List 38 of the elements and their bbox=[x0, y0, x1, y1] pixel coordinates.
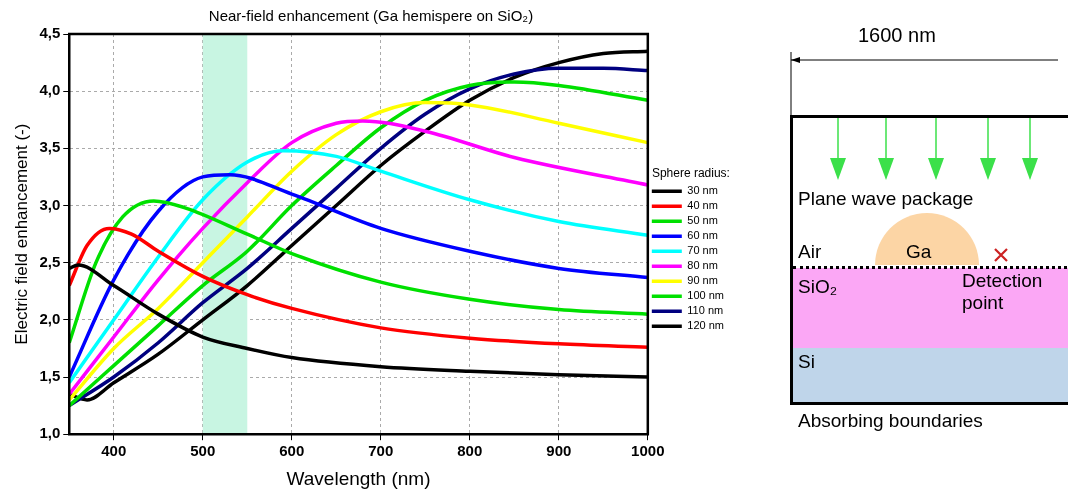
x-tick-label: 700 bbox=[368, 442, 394, 460]
text: 1600 nm bbox=[858, 24, 936, 47]
legend-label: 100 nm bbox=[687, 289, 725, 302]
text: Plane wave package bbox=[798, 188, 974, 210]
text: Si bbox=[798, 351, 815, 373]
legend-label: 80 nm bbox=[687, 259, 718, 272]
chart-title: Near-field enhancement (Ga hemispere on SiO₂) bbox=[208, 7, 534, 25]
x-tick-label: 1000 bbox=[631, 442, 665, 460]
x-tick-label: 500 bbox=[190, 442, 216, 460]
legend-label: 110 nm bbox=[687, 304, 724, 317]
y-tick-label: 1,0 bbox=[39, 424, 61, 442]
y-tick-label: 3,5 bbox=[39, 138, 61, 156]
text: Air bbox=[798, 241, 822, 263]
y-tick-label: 2,5 bbox=[39, 252, 61, 270]
legend-label: 70 nm bbox=[687, 244, 718, 257]
x-tick-label: 800 bbox=[457, 442, 483, 460]
y-axis-title: Electric field enhancement (-) bbox=[11, 123, 31, 345]
x-tick-label: 600 bbox=[279, 442, 305, 460]
x-tick-label: 400 bbox=[101, 442, 127, 460]
text: Absorbing boundaries bbox=[798, 410, 983, 432]
text: Ga bbox=[906, 241, 932, 263]
x-axis-title: Wavelength (nm) bbox=[286, 467, 431, 489]
legend-label: 90 nm bbox=[687, 274, 718, 287]
y-tick-label: 1,5 bbox=[39, 367, 61, 385]
text: SiO₂ bbox=[798, 276, 838, 298]
legend-label: 60 nm bbox=[687, 229, 718, 242]
legend-label: 40 nm bbox=[687, 199, 718, 212]
y-tick-label: 3,0 bbox=[39, 195, 61, 213]
y-tick-label: 2,0 bbox=[39, 310, 61, 327]
y-tick-label: 4,0 bbox=[39, 81, 61, 99]
legend-label: 50 nm bbox=[687, 214, 718, 227]
legend-title: Sphere radius: bbox=[651, 165, 730, 180]
y-tick-label: 4,5 bbox=[39, 24, 61, 42]
legend-label: 120 nm bbox=[687, 319, 725, 332]
legend-label: 30 nm bbox=[687, 184, 718, 197]
x-tick-label: 900 bbox=[546, 442, 572, 460]
line-series bbox=[69, 226, 648, 350]
text: Detection point bbox=[962, 270, 1044, 314]
